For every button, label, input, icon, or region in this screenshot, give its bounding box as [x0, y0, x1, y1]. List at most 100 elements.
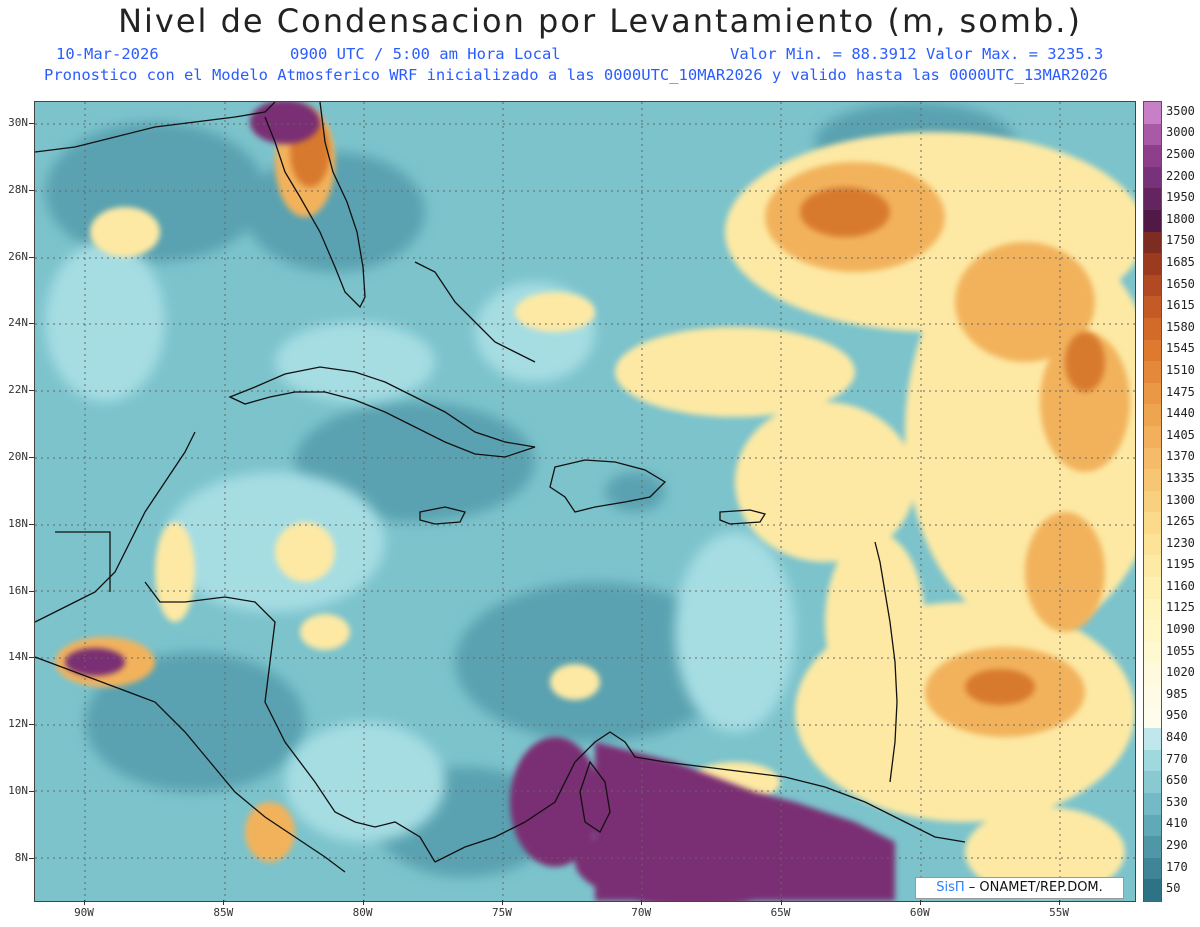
colorbar-label-1195: 1195 — [1166, 557, 1195, 572]
colorbar-segment — [1144, 641, 1161, 665]
map-title: Nivel de Condensacion por Levantamiento … — [118, 2, 1082, 40]
lon-label-60w: 60W — [909, 906, 930, 919]
lat-tick — [29, 189, 34, 191]
lat-tick — [29, 457, 34, 458]
colorbar-label-1800: 1800 — [1166, 211, 1195, 226]
colorbar-segment — [1144, 706, 1161, 729]
colorbar-label-2200: 2200 — [1166, 168, 1195, 183]
lat-label-26n: 26N — [8, 249, 28, 263]
lat-label-14n: 14N — [8, 650, 28, 664]
lesser-antilles — [874, 541, 898, 783]
colorbar-segment — [1144, 339, 1161, 362]
colorbar-label-1475: 1475 — [1166, 384, 1195, 399]
cuba — [228, 366, 536, 458]
lon-label-65w: 65W — [770, 906, 791, 919]
colorbar-segment — [1144, 404, 1161, 427]
coastlines — [35, 102, 966, 873]
gulf-coast-us — [35, 102, 276, 153]
colorbar-label-1405: 1405 — [1166, 427, 1195, 442]
colorbar-segment — [1144, 274, 1161, 297]
condensation-level-field — [35, 102, 1135, 901]
colorbar-label-3000: 3000 — [1166, 125, 1195, 140]
colorbar-label-770: 770 — [1166, 751, 1188, 766]
colorbar-segment — [1144, 749, 1161, 773]
colorbar-segment — [1144, 836, 1161, 859]
lat-tick — [29, 123, 34, 124]
lake-maracaibo — [579, 760, 611, 833]
warm-dark-regions — [290, 117, 1105, 705]
colorbar-segment — [1144, 382, 1161, 405]
colorbar-segment — [1144, 253, 1161, 276]
south-america-coast — [434, 731, 966, 863]
colorbar-label-1580: 1580 — [1166, 319, 1195, 334]
colorbar-segment — [1144, 814, 1161, 837]
lat-label-28n: 28N — [8, 182, 28, 196]
colorbar-label-1510: 1510 — [1166, 362, 1195, 377]
colorbar-label-3500: 3500 — [1166, 103, 1195, 118]
colorbar-label-1055: 1055 — [1166, 643, 1195, 658]
lat-tick — [29, 323, 34, 325]
colorbar-segment — [1144, 317, 1161, 341]
lat-tick — [29, 256, 34, 258]
central-america-caribbean — [144, 581, 436, 863]
lon-label-80w: 80W — [352, 906, 373, 919]
colorbar-segment — [1144, 447, 1161, 470]
lat-label-12n: 12N — [8, 717, 28, 731]
lat-tick — [29, 390, 34, 392]
lat-label-16n: 16N — [8, 583, 28, 597]
map-panel[interactable]: SisΠ – ONAMET/REP.DOM. — [34, 101, 1136, 902]
lat-tick — [29, 523, 34, 525]
colorbar-segment — [1144, 361, 1161, 384]
min-max-values: Valor Min. = 88.3912 Valor Max. = 3235.3 — [730, 45, 1104, 63]
colorbar-label-1545: 1545 — [1166, 341, 1195, 356]
lon-tick — [223, 900, 225, 905]
bahamas — [414, 261, 536, 363]
colorbar-label-1685: 1685 — [1166, 254, 1195, 269]
lat-tick — [29, 657, 34, 659]
colorbar-label-1335: 1335 — [1166, 470, 1195, 485]
colorbar-segment — [1144, 145, 1161, 168]
colorbar-segment — [1144, 857, 1161, 880]
lat-tick — [29, 791, 34, 792]
mexico-border — [55, 531, 111, 592]
colorbar-label-1160: 1160 — [1166, 578, 1195, 593]
colorbar-label-1125: 1125 — [1166, 600, 1195, 615]
colorbar — [1143, 101, 1162, 902]
colorbar-label-950: 950 — [1166, 708, 1188, 723]
colorbar-segment — [1144, 209, 1161, 233]
lat-label-10n: 10N — [8, 784, 28, 797]
colorbar-label-1230: 1230 — [1166, 535, 1195, 550]
credit-box: SisΠ – ONAMET/REP.DOM. — [915, 877, 1124, 899]
colorbar-label-410: 410 — [1166, 816, 1188, 831]
lon-label-55w: 55W — [1049, 906, 1070, 919]
colorbar-segment — [1144, 663, 1161, 686]
colorbar-label-1650: 1650 — [1166, 276, 1195, 291]
forecast-time: 0900 UTC / 5:00 am Hora Local — [290, 45, 561, 63]
colorbar-segment — [1144, 577, 1161, 600]
lat-label-20n: 20N — [8, 450, 28, 463]
colorbar-segment — [1144, 490, 1161, 513]
florida-peninsula — [264, 102, 366, 309]
forecast-date: 10-Mar-2026 — [56, 45, 159, 63]
lon-tick — [641, 900, 643, 905]
lat-label-18n: 18N — [8, 516, 28, 530]
colorbar-segment — [1144, 188, 1161, 211]
lon-tick — [919, 900, 921, 905]
lon-tick — [780, 900, 782, 905]
lat-label-22n: 22N — [8, 383, 28, 397]
colorbar-segment — [1144, 771, 1161, 794]
lat-label-30n: 30N — [8, 116, 28, 129]
credit-org: – ONAMET/REP.DOM. — [968, 880, 1103, 895]
colorbar-segment — [1144, 425, 1161, 449]
colorbar-label-985: 985 — [1166, 686, 1188, 701]
colorbar-segment — [1144, 533, 1161, 557]
lon-tick — [501, 900, 503, 905]
sispi-logo: SisΠ — [936, 880, 965, 895]
colorbar-label-2500: 2500 — [1166, 146, 1195, 161]
colorbar-label-1300: 1300 — [1166, 492, 1195, 507]
colorbar-label-1265: 1265 — [1166, 514, 1195, 529]
graticule — [35, 102, 1135, 901]
jamaica — [419, 506, 466, 525]
colorbar-label-1370: 1370 — [1166, 449, 1195, 464]
lon-label-85w: 85W — [213, 906, 234, 919]
